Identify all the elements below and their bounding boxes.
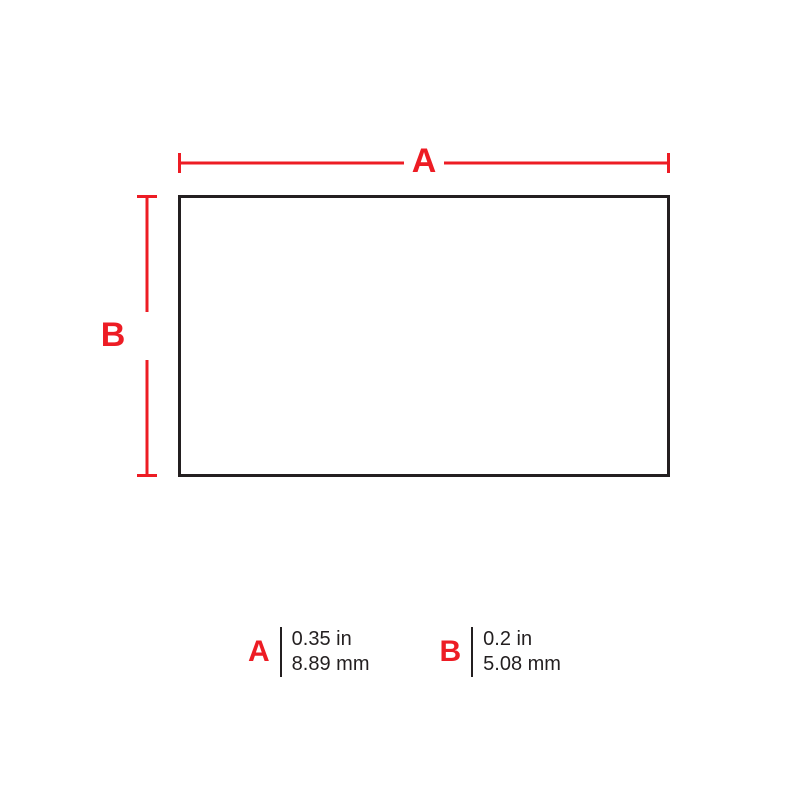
dimension-legend: A 0.35 in 8.89 mm B 0.2 in 5.08 mm bbox=[248, 627, 561, 677]
legend-letter-a: A bbox=[248, 637, 280, 667]
legend-item-b: B 0.2 in 5.08 mm bbox=[439, 627, 560, 677]
dimension-b-line bbox=[133, 195, 161, 477]
legend-item-a: A 0.35 in 8.89 mm bbox=[248, 627, 369, 677]
legend-values-a: 0.35 in 8.89 mm bbox=[282, 627, 370, 677]
dimension-b-letter: B bbox=[93, 316, 133, 355]
legend-b-mm: 5.08 mm bbox=[483, 652, 561, 677]
label-rectangle bbox=[178, 195, 670, 477]
legend-b-inches: 0.2 in bbox=[483, 627, 561, 652]
legend-a-inches: 0.35 in bbox=[292, 627, 370, 652]
dimension-a-letter: A bbox=[404, 142, 444, 181]
legend-a-mm: 8.89 mm bbox=[292, 652, 370, 677]
diagram-canvas: A B A 0.35 in 8.89 mm B 0.2 in 5.08 mm bbox=[0, 0, 800, 800]
legend-letter-b: B bbox=[439, 637, 471, 667]
legend-values-b: 0.2 in 5.08 mm bbox=[473, 627, 561, 677]
